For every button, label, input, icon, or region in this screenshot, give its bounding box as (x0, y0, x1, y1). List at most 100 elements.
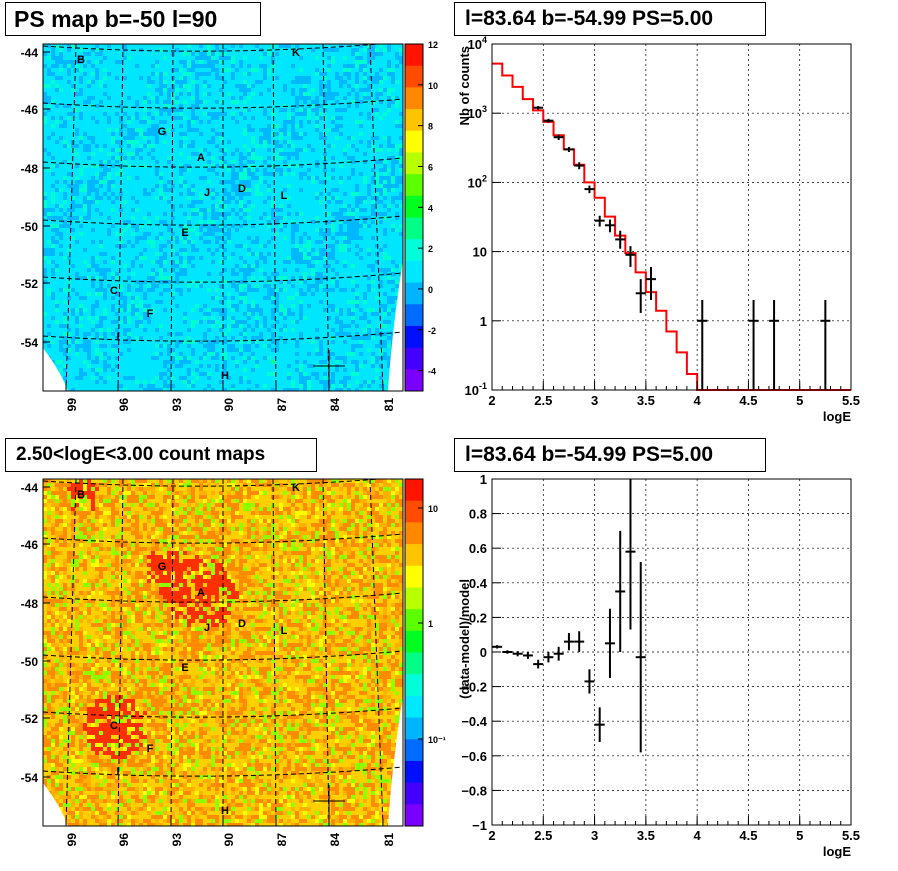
ps-map-colorbar-label: 6 (428, 162, 433, 172)
count-map-source-label-h: H (221, 805, 229, 817)
ps-map-colorbar-label: -2 (428, 326, 436, 336)
count-map-xtick-label: 84 (328, 833, 342, 847)
count-map-colorbar-step (405, 500, 423, 513)
ps-map-colorbar-step (405, 217, 423, 229)
count-map-colorbar-step (405, 717, 423, 729)
ps-map-colorbar-step (405, 358, 423, 370)
ps-map-colorbar-step (405, 184, 423, 197)
count-map-colorbar-step (405, 630, 423, 643)
ps-map-source-label-l: L (281, 190, 288, 202)
ps-map-colorbar-step (405, 109, 423, 121)
residual-y-axis-title: (data-model)/model (457, 579, 472, 699)
ps-map-lon-line (272, 44, 277, 391)
ps-map-source-label-b: B (77, 54, 85, 66)
ps-map-colorbar-step (405, 206, 423, 218)
count-map-source-label-f: F (147, 743, 154, 755)
count-map-source-label-k: K (292, 482, 300, 494)
residual-xtick-label: 4.5 (739, 828, 757, 843)
ps-map-colorbar-step (405, 380, 423, 392)
ps-map-colorbar-step (405, 76, 423, 88)
residual-title: l=83.64 b=-54.99 PS=5.00 (454, 438, 766, 472)
count-map-colorbar-step (405, 728, 423, 740)
residual-xtick-label: 3 (591, 828, 598, 843)
count-map-lon-line (170, 479, 174, 826)
count-map-panel: -44 -46 -48 -50 -52 -54 99 96 93 90 87 84 81 B K G A J D L E… (0, 435, 449, 871)
spectrum-x-axis-title: logE (823, 409, 851, 424)
count-map-xtick-label: 90 (222, 833, 236, 847)
ps-map-colorbar-step (405, 54, 423, 67)
ps-map-ytick-label: -50 (21, 220, 39, 234)
ps-map-lon-line (369, 44, 384, 391)
ps-map-panel: -44 -46 -48 -50 -52 -54 99 96 93 90 87 84 81 B K G A J D L E… (0, 0, 449, 435)
ps-map-colorbar-step (405, 163, 423, 175)
count-map-colorbar-step (405, 565, 423, 578)
ps-map-colorbar-step (405, 130, 423, 143)
count-map-colorbar-step (405, 479, 423, 491)
count-map-colorbar-step (405, 804, 423, 816)
count-map-source-label-i: I (116, 766, 119, 778)
count-map-colorbar-step (405, 609, 423, 621)
ps-map-colorbar-label: 4 (428, 203, 433, 213)
ps-map-edge-left (43, 348, 68, 391)
residual-x-axis-title: logE (823, 844, 851, 859)
ps-map-colorbar-label: 10 (428, 81, 438, 91)
spectrum-xtick-label: 3.5 (637, 393, 655, 408)
residual-ytick-label: −0.4 (461, 714, 487, 729)
ps-map-source-label-k: K (292, 47, 300, 59)
count-map-source-label-b: B (77, 489, 85, 501)
ps-map-colorbar-step (405, 141, 423, 153)
residual-ytick-label: 0.2 (469, 610, 487, 625)
ps-map-colorbar-step (405, 119, 423, 132)
ps-map-source-label-f: F (147, 308, 154, 320)
spectrum-model-line (492, 62, 851, 391)
residual-ytick-label: 0.4 (469, 576, 488, 591)
ps-map-colorbar-step (405, 369, 423, 381)
count-map-xtick-label: 96 (117, 833, 131, 847)
count-map-lat-line (43, 707, 403, 718)
count-map-source-label-g: G (158, 561, 167, 573)
ps-map-colorbar-step (405, 65, 423, 78)
ps-map-source-label-e: E (181, 227, 188, 239)
count-map-colorbar-step (405, 554, 423, 567)
count-map-colorbar-step (405, 522, 423, 534)
ps-map-ytick-label: -46 (21, 103, 39, 117)
residual-ytick-label: 1 (480, 472, 487, 487)
count-map-lon-line (272, 479, 277, 826)
count-map-ytick-label: -50 (21, 655, 39, 669)
spectrum-title: l=83.64 b=-54.99 PS=5.00 (454, 2, 766, 36)
count-map-colorbar-step (405, 739, 423, 751)
residual-xtick-label: 4 (694, 828, 702, 843)
ps-map-colorbar-step (405, 282, 423, 294)
residual-ytick-label: 0.6 (469, 541, 487, 556)
count-map-colorbar-step (405, 641, 423, 653)
spectrum-ytick-label: 104 (468, 35, 487, 52)
residual-ytick-label: −0.8 (461, 783, 487, 798)
ps-map-colorbar-step (405, 271, 423, 284)
count-map-lon-line (65, 479, 77, 826)
count-map-colorbar-step (405, 587, 423, 599)
spectrum-panel: 2 2.5 3 3.5 4 4.5 5 5.5 104 103 102 10 1 10-1 logE Nb o… (449, 0, 898, 435)
ps-map-colorbar-step (405, 347, 423, 359)
ps-map-ytick-label: -54 (21, 336, 39, 350)
ps-map-colorbar-step (405, 293, 423, 305)
count-map-colorbar-step (405, 652, 423, 664)
spectrum-ytick-label: 10 (473, 245, 487, 260)
ps-map-colorbar-label: -4 (428, 367, 436, 377)
ps-map-lat-line (43, 272, 403, 283)
count-map-lon-line (369, 479, 384, 826)
ps-map-colorbar-step (405, 315, 423, 327)
ps-map-xtick-label: 99 (65, 398, 79, 412)
ps-map-colorbar-step (405, 98, 423, 110)
count-map-colorbar-step (405, 576, 423, 588)
count-map-source-label-j: J (204, 622, 210, 634)
residual-ytick-label: −0.6 (461, 749, 487, 764)
count-map-lon-line (322, 479, 330, 826)
count-map-colorbar-step (405, 782, 423, 794)
count-map-lat-line (43, 479, 386, 487)
ps-map-colorbar-step (405, 336, 423, 349)
count-map-colorbar-step (405, 663, 423, 675)
ps-map-source-label-i: I (116, 331, 119, 343)
spectrum-ytick-label: 1 (480, 314, 487, 329)
